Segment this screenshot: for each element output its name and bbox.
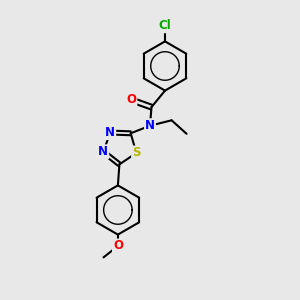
Text: N: N [145,119,155,132]
Text: N: N [105,126,115,139]
Text: O: O [126,92,136,106]
Text: S: S [132,146,141,160]
Text: N: N [98,145,108,158]
Text: Cl: Cl [159,19,171,32]
Text: O: O [113,239,123,253]
